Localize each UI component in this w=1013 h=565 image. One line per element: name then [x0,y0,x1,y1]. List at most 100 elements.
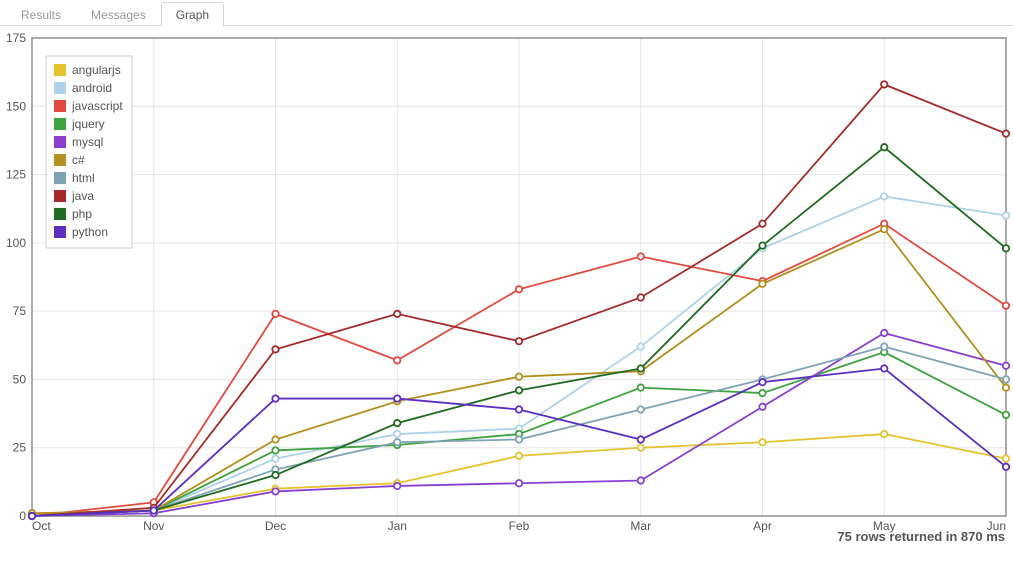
tab-results[interactable]: Results [6,2,76,26]
legend-label: angularjs [72,63,121,77]
series-marker-android [1003,212,1009,218]
tab-graph[interactable]: Graph [161,2,224,26]
series-marker-android [394,431,400,437]
x-tick-label: Feb [509,519,530,533]
legend-swatch [54,100,66,112]
series-marker-java [272,346,278,352]
series-marker-jquery [272,447,278,453]
y-tick-label: 100 [6,236,26,250]
y-tick-label: 50 [13,372,27,386]
tab-label: Results [21,8,61,22]
series-marker-php [272,472,278,478]
legend-label: java [71,189,94,203]
series-marker-jquery [638,384,644,390]
series-marker-c# [516,373,522,379]
series-marker-mysql [1003,363,1009,369]
x-tick-label: Nov [143,519,164,533]
series-marker-angularjs [881,431,887,437]
series-marker-python [516,406,522,412]
y-tick-label: 0 [19,509,26,523]
legend-label: mysql [72,135,103,149]
series-marker-javascript [516,286,522,292]
chart-area: 0 25 50 75 100 125 150 175 Oct Nov Dec Jan Feb Mar Apr… [0,26,1013,546]
series-marker-python [638,436,644,442]
series-marker-html [516,436,522,442]
tab-messages[interactable]: Messages [76,2,161,26]
series-marker-mysql [881,330,887,336]
legend-swatch [54,172,66,184]
series-marker-python [394,395,400,401]
series-marker-php [394,420,400,426]
legend-swatch [54,208,66,220]
series-marker-android [638,343,644,349]
series-marker-java [638,294,644,300]
series-marker-c# [1003,384,1009,390]
series-marker-python [272,395,278,401]
series-marker-mysql [638,477,644,483]
legend-swatch [54,118,66,130]
series-marker-jquery [759,390,765,396]
series-marker-php [516,387,522,393]
series-marker-mysql [394,483,400,489]
series-marker-html [394,439,400,445]
series-marker-angularjs [1003,455,1009,461]
x-tick-label: Mar [630,519,651,533]
series-marker-angularjs [759,439,765,445]
legend-swatch [54,190,66,202]
y-tick-label: 150 [6,99,26,113]
y-tick-label: 125 [6,168,26,182]
series-marker-mysql [759,404,765,410]
series-marker-angularjs [638,445,644,451]
series-marker-python [29,513,35,519]
legend-label: c# [72,153,85,167]
tabs-bar: Results Messages Graph [0,0,1013,26]
series-marker-javascript [638,253,644,259]
series-marker-python [1003,464,1009,470]
x-tick-label: Jan [388,519,407,533]
series-marker-python [881,365,887,371]
series-marker-php [638,365,644,371]
series-marker-html [881,343,887,349]
legend-label: javascript [71,99,123,113]
series-marker-c# [272,436,278,442]
series-marker-java [881,81,887,87]
legend-swatch [54,136,66,148]
series-marker-javascript [1003,302,1009,308]
series-marker-javascript [394,357,400,363]
series-marker-jquery [1003,412,1009,418]
legend-swatch [54,64,66,76]
legend-label: html [72,171,95,185]
x-tick-label: Apr [753,519,772,533]
series-marker-android [881,193,887,199]
series-marker-angularjs [516,453,522,459]
series-marker-python [759,379,765,385]
legend-swatch [54,154,66,166]
series-marker-python [151,507,157,513]
line-chart: 0 25 50 75 100 125 150 175 Oct Nov Dec Jan Feb Mar Apr… [0,26,1013,546]
x-tick-label: Oct [32,519,51,533]
legend-label: php [72,207,92,221]
tab-label: Graph [176,8,209,22]
series-marker-mysql [516,480,522,486]
legend-label: python [72,225,108,239]
series-marker-java [516,338,522,344]
series-marker-java [394,311,400,317]
series-marker-html [638,406,644,412]
series-marker-php [759,242,765,248]
status-text: 75 rows returned in 870 ms [837,529,1005,544]
x-tick-label: Dec [265,519,286,533]
series-marker-c# [759,281,765,287]
y-tick-label: 25 [13,441,27,455]
series-marker-java [1003,130,1009,136]
series-marker-php [1003,245,1009,251]
series-marker-mysql [272,488,278,494]
tab-label: Messages [91,8,146,22]
series-marker-java [759,221,765,227]
legend-swatch [54,226,66,238]
y-tick-label: 75 [13,304,27,318]
y-tick-label: 175 [6,31,26,45]
series-marker-android [272,455,278,461]
series-marker-javascript [272,311,278,317]
legend-label: android [72,81,112,95]
series-marker-html [1003,376,1009,382]
